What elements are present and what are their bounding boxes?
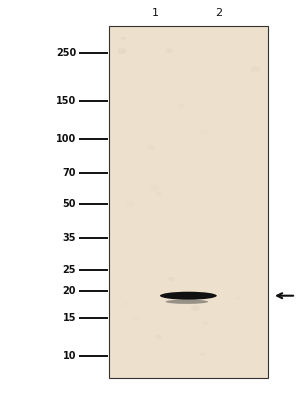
Text: 50: 50 (63, 199, 76, 209)
Ellipse shape (166, 300, 208, 304)
Text: 15: 15 (63, 313, 76, 323)
Ellipse shape (160, 292, 217, 300)
Text: 1: 1 (152, 8, 159, 18)
Text: 70: 70 (63, 168, 76, 178)
Text: 150: 150 (56, 96, 76, 106)
Text: 2: 2 (215, 8, 222, 18)
Text: 25: 25 (63, 265, 76, 275)
Text: 35: 35 (63, 233, 76, 243)
Text: 250: 250 (56, 48, 76, 58)
Text: 100: 100 (56, 134, 76, 144)
FancyBboxPatch shape (109, 26, 268, 378)
Ellipse shape (118, 48, 126, 54)
Text: 20: 20 (63, 286, 76, 296)
Text: 10: 10 (63, 351, 76, 361)
Ellipse shape (191, 305, 200, 311)
